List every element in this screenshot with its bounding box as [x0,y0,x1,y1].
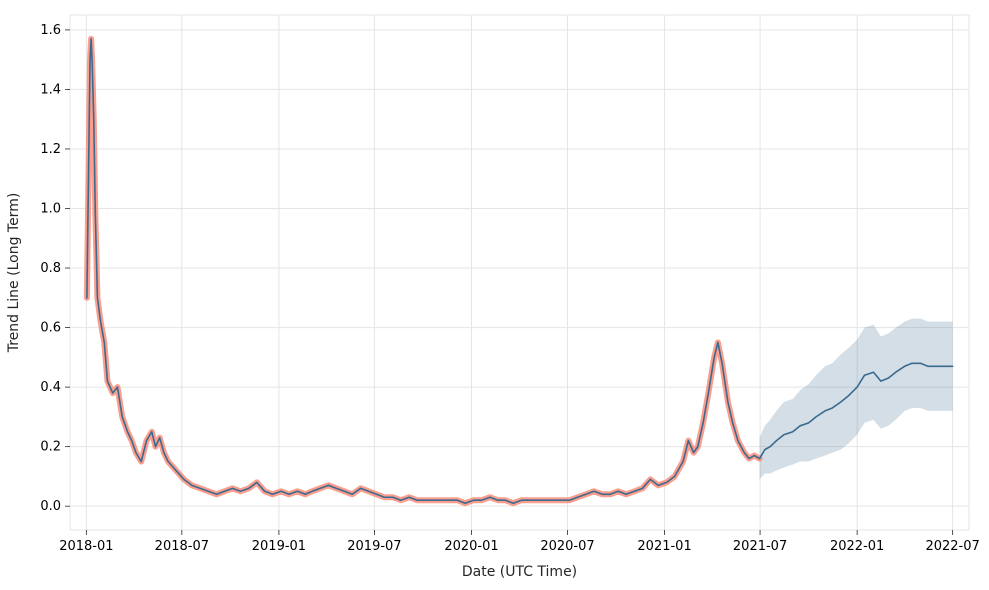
x-tick-label: 2021-01 [637,539,691,554]
x-tick-label: 2019-07 [347,539,401,554]
y-tick-label: 1.0 [40,201,61,216]
trend-line-chart: 0.0 0.2 0.4 0.6 0.8 1.0 1.2 1.4 1.6 2018-01 2018-0… [0,0,989,590]
y-tick-label: 1.2 [40,142,61,157]
x-tick-label: 2021-07 [733,539,787,554]
x-axis-label: Date (UTC Time) [462,564,577,580]
chart-svg: 0.0 0.2 0.4 0.6 0.8 1.0 1.2 1.4 1.6 2018-01 2018-0… [0,0,989,590]
y-tick-label: 1.6 [40,23,61,38]
y-axis-label: Trend Line (Long Term) [6,193,22,354]
x-tick-label: 2019-01 [252,539,306,554]
x-tick-label: 2020-01 [444,539,498,554]
plot-border [70,15,969,530]
grid [70,15,969,530]
x-tick-label: 2018-07 [155,539,209,554]
historical-underlay-line [87,39,760,503]
y-tick-label: 1.4 [40,82,61,97]
x-tick-label: 2018-01 [59,539,113,554]
y-tick-label: 0.0 [40,499,61,514]
x-tick-label: 2022-01 [830,539,884,554]
forecast-confidence-band [760,319,953,480]
y-tick-label: 0.8 [40,261,61,276]
x-tick-label: 2022-07 [925,539,979,554]
x-tick-label: 2020-07 [540,539,594,554]
y-tick-label: 0.2 [40,440,61,455]
y-tick-label: 0.4 [40,380,61,395]
y-tick-label: 0.6 [40,321,61,336]
